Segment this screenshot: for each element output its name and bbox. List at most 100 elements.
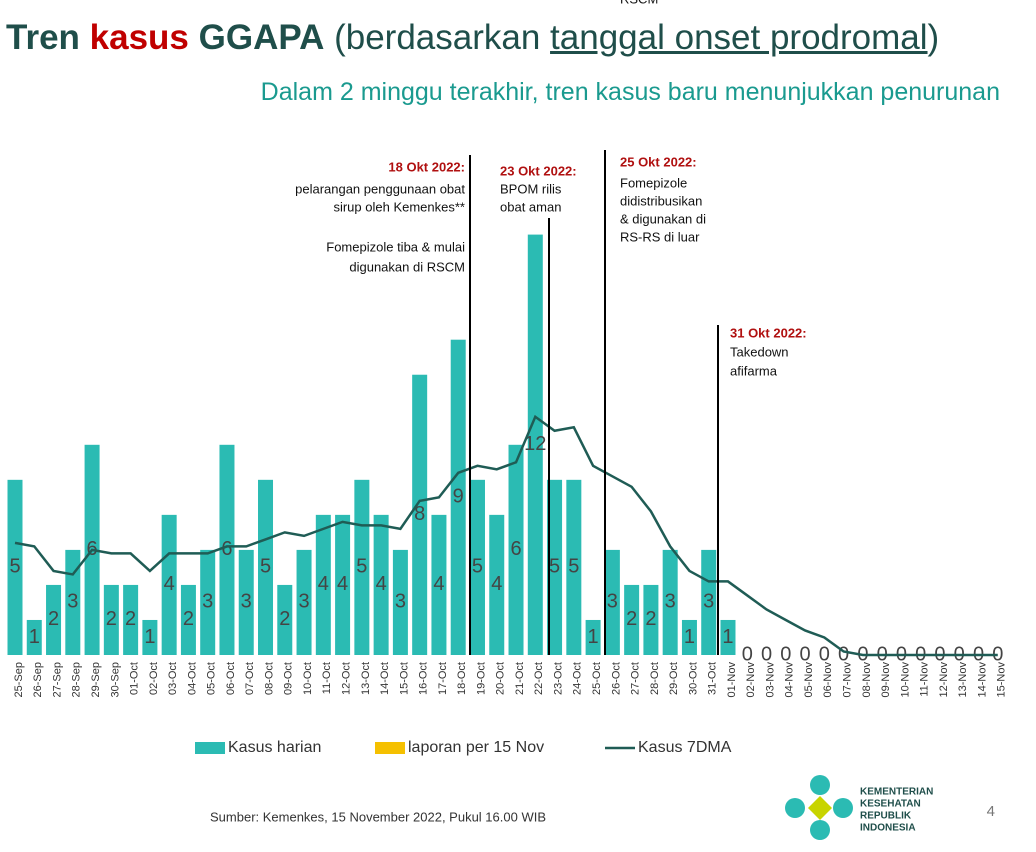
bar [277,584,293,655]
x-tick-label: 19-Oct [475,662,487,695]
bar [180,584,196,655]
x-tick-label: 12-Oct [340,662,352,695]
annotation-date: 23 Okt 2022: [500,163,577,178]
annotation-text: obat aman [500,199,561,214]
title-part: tanggal onset prodromal [550,18,928,57]
data-label: 4 [337,573,348,595]
data-label: 4 [433,573,444,595]
bar [431,514,447,655]
logo-text: INDONESIA [860,823,916,834]
data-label: 3 [395,591,406,613]
x-tick-label: 28-Sep [71,662,83,697]
data-label: 0 [838,643,849,665]
annotation-text: BPOM rilis [500,181,562,196]
x-tick-label: 20-Oct [495,662,507,695]
x-tick-label: 18-Oct [456,662,468,695]
title-part: Tren [6,18,90,57]
annotation-text: Fomepizole [620,175,687,190]
x-tick-label: 05-Nov [803,662,815,698]
bar [547,479,563,655]
bar [643,584,659,655]
data-label: 2 [626,608,637,630]
logo-shape [810,820,830,840]
annotation-text: digunakan di RSCM [349,259,465,274]
annotation-text: sirup oleh Kemenkes** [333,199,465,214]
bar [258,479,274,655]
logo-text: REPUBLIK [860,811,912,822]
annotation-text: RS-RS di luar [620,229,700,244]
data-label: 2 [48,608,59,630]
x-tick-label: 07-Nov [842,662,854,698]
x-tick-label: 28-Oct [649,662,661,695]
data-label: 3 [67,591,78,613]
data-label: 9 [453,486,464,508]
data-label: 2 [279,608,290,630]
title-part: ) [927,18,940,57]
data-label: 5 [260,556,271,578]
line [14,414,998,657]
annotation-text: Fomepizole tiba & mulai [326,239,465,254]
x-tick-label: 15-Oct [398,662,410,695]
title-part: GGAPA [188,18,325,57]
data-label: 3 [703,591,714,613]
bar [604,549,620,655]
x-tick-label: 08-Oct [263,662,275,695]
annotation-date: 18 Okt 2022: [388,159,465,174]
x-tick-label: 03-Nov [764,662,776,698]
bar [508,444,524,655]
x-tick-label: 13-Nov [957,662,969,698]
data-label: 0 [742,643,753,665]
data-label: 1 [722,626,733,648]
x-tick-label: 24-Oct [572,662,584,695]
x-tick-label: 26-Sep [32,662,44,697]
x-tick-label: 29-Sep [90,662,102,697]
annotation-date: 25 Okt 2022: [620,154,697,169]
bar [450,339,466,655]
x-tick-label: 13-Oct [360,662,372,695]
x-tick-label: 10-Nov [899,662,911,698]
annotation-text: & digunakan di [620,211,706,226]
data-label: 5 [472,556,483,578]
logo-text: KEMENTERIAN [860,787,933,798]
data-label: 4 [164,573,175,595]
legend-label: Kasus harian [228,739,321,756]
data-label: 3 [607,591,618,613]
annotation-text: Takedown [730,344,789,359]
bar [103,584,119,655]
bar [238,549,254,655]
data-label: 5 [9,556,20,578]
bar [296,549,312,655]
data-label: 3 [241,591,252,613]
data-label: 3 [665,591,676,613]
bar [7,479,23,655]
data-label: 2 [106,608,117,630]
bar [26,619,42,655]
annotation-text: pelarangan penggunaan obat [295,181,465,196]
data-label: 0 [761,643,772,665]
bar [142,619,158,655]
subtitle: Dalam 2 minggu terakhir, tren kasus baru… [260,78,1000,106]
x-tick-label: 14-Nov [976,662,988,698]
x-tick-label: 09-Oct [283,662,295,695]
x-tick-label: 27-Oct [630,662,642,695]
x-tick-label: 27-Sep [51,662,63,697]
data-label: 4 [318,573,329,595]
x-tick-label: 01-Oct [129,662,141,695]
x-tick-label: 25-Sep [13,662,25,697]
annotation-text: didistribusikan [620,193,702,208]
legend-swatch [195,742,225,754]
x-tick-label: 12-Nov [938,662,950,698]
data-label: 0 [800,643,811,665]
data-label: 5 [568,556,579,578]
data-label: 8 [414,503,425,525]
bar [315,514,331,655]
x-tick-label: 01-Nov [726,662,738,698]
x-tick-label: 26-Oct [610,662,622,695]
bar [624,584,640,655]
bar [161,514,177,655]
x-tick-label: 09-Nov [880,662,892,698]
legend-label: Kasus 7DMA [638,739,732,756]
logo-shape [833,798,853,818]
data-label: 4 [491,573,502,595]
